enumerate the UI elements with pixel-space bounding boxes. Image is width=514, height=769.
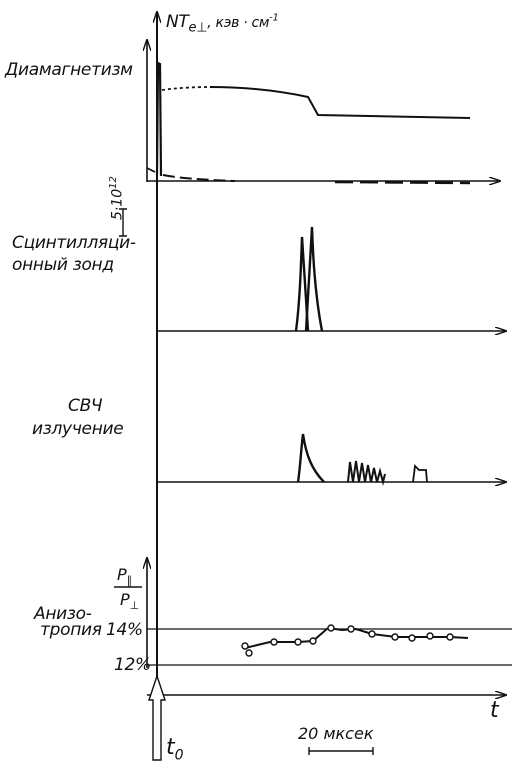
anisotropy-curve xyxy=(244,626,469,649)
ratio-numerator-letter: P xyxy=(117,565,127,584)
scintillation-label-line2: онный зонд xyxy=(12,255,114,275)
diamagnetism-spike xyxy=(155,61,163,177)
data-point xyxy=(294,638,302,646)
y-axis-label-sub: e⊥ xyxy=(188,20,208,36)
level-14-label: 14% xyxy=(106,620,143,640)
panel-anisotropy xyxy=(114,558,512,695)
y-axis-label-main: NT xyxy=(166,12,189,32)
data-point xyxy=(347,625,355,633)
t0-up-arrow-icon xyxy=(148,673,166,761)
ratio-denominator-letter: P xyxy=(120,590,130,609)
level-12-label: 12% xyxy=(114,655,151,675)
diamagnetism-dashed-baseline xyxy=(162,174,236,182)
scintillation-label-line1: Сцинтилляци- xyxy=(12,233,136,253)
anisotropy-label-line2: тропия xyxy=(40,620,102,640)
anisotropy-data-points xyxy=(241,624,454,657)
ratio-numerator-sub: ∥ xyxy=(126,574,133,588)
data-point xyxy=(245,649,253,657)
diamagnetism-scale-exp: 12 xyxy=(108,176,119,189)
microwave-small-spike xyxy=(412,464,428,483)
scintillation-pulse-2 xyxy=(304,226,324,332)
data-point xyxy=(241,642,249,650)
data-point xyxy=(426,632,434,640)
anisotropy-label-line1: Анизо- xyxy=(34,604,92,624)
diamagnetism-dashed-baseline-2 xyxy=(334,180,471,185)
t0-label-sub: 0 xyxy=(174,747,184,764)
y-axis-label-exp: -1 xyxy=(269,12,279,24)
diamagnetism-dotted-segment xyxy=(161,86,211,91)
scintillation-pulse-1 xyxy=(294,236,310,332)
diamagnetism-scale-label: 5·1012 xyxy=(108,176,126,220)
time-scale-bar xyxy=(308,747,374,755)
t0-label-main: t xyxy=(166,735,175,760)
time-scale-label: 20 мксек xyxy=(298,724,374,743)
data-point xyxy=(408,634,416,642)
data-point xyxy=(368,630,376,638)
data-point xyxy=(327,624,335,632)
panel-scintillation xyxy=(157,226,506,332)
time-axis-label: t xyxy=(490,698,499,723)
microwave-label-line1: СВЧ xyxy=(68,396,103,416)
diamagnetism-initial-dash xyxy=(146,167,156,173)
panel-diamagnetism xyxy=(119,40,500,237)
data-point xyxy=(446,633,454,641)
ratio-denominator: P⊥ xyxy=(120,590,139,612)
y-axis-label-units: , кэв · см xyxy=(207,15,270,31)
microwave-label-line2: излучение xyxy=(32,419,124,439)
ratio-denominator-sub: ⊥ xyxy=(129,599,140,613)
diamagnetism-scale-value: 5·10 xyxy=(109,188,126,220)
microwave-oscillation-burst xyxy=(347,460,386,486)
ratio-numerator: P∥ xyxy=(117,565,132,587)
microwave-pulse xyxy=(296,433,325,483)
data-point xyxy=(391,633,399,641)
diamagnetism-main-curve xyxy=(209,86,471,119)
y-axis-label: NTe⊥, кэв · см-1 xyxy=(166,12,279,35)
data-point xyxy=(309,637,317,645)
t0-label: t0 xyxy=(166,735,184,763)
data-point xyxy=(270,638,278,646)
diamagnetism-scale-bar xyxy=(119,208,127,237)
diamagnetism-label: Диамагнетизм xyxy=(5,60,133,80)
panel-microwave xyxy=(157,433,506,486)
